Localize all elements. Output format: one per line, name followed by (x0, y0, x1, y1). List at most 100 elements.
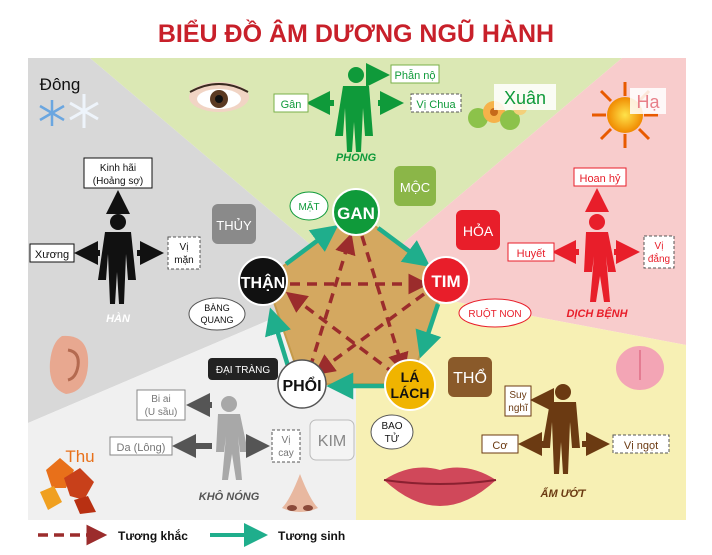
tissue-label-fire: Huyết (517, 248, 546, 260)
eye-icon (189, 82, 249, 112)
element-label-fire: HỎA (463, 222, 494, 239)
emotion-label-fire-box (573, 167, 627, 187)
earth-person-icon (542, 384, 580, 474)
emotion-label-earth-1: Suy (509, 390, 526, 401)
emotion-label-metal-box (136, 389, 186, 421)
season-label-fire: Hạ (636, 92, 660, 112)
climate-label-metal: KHÔ NÓNG (199, 490, 260, 503)
taste-label-water-1: Vị (180, 242, 189, 253)
organ-label-la-lach-1: LÁ (401, 369, 420, 385)
season-label-fire-box (630, 88, 666, 114)
fire-person-icon (584, 214, 616, 302)
climate-label-water: HÀN (106, 312, 131, 325)
emotion-label-wood: Phẫn nộ (395, 69, 436, 82)
element-block-earth (448, 357, 492, 397)
emotion-label-water-box (83, 157, 153, 189)
partner-label-water-2: QUANG (200, 315, 233, 325)
control-arrow-phoi-gan (308, 232, 356, 369)
tissue-label-wood: Gân (281, 99, 302, 111)
partner-label-fire: RUỘT NON (468, 307, 521, 320)
control-cycle (285, 232, 430, 376)
taste-label-fire-box (643, 235, 675, 269)
lips-icon (383, 467, 497, 506)
climate-label-fire: DỊCH BỆNH (566, 307, 628, 320)
season-label-water: Đông (40, 75, 81, 94)
water-person-icon (98, 214, 136, 304)
generate-cycle (265, 224, 442, 400)
element-block-water (212, 204, 256, 244)
partner-label-metal: ĐẠI TRÀNG (216, 363, 270, 376)
organ-node-phoi (277, 359, 327, 409)
generate-arrow-phoi-than (265, 307, 291, 367)
emotion-label-water-2: (Hoảng sợ) (93, 176, 143, 187)
tissue-label-water: Xương (35, 249, 69, 261)
organ-label-than: THẬN (241, 273, 285, 292)
taste-label-earth: Vị ngọt (624, 440, 658, 452)
tissue-label-water-box (29, 243, 75, 263)
taste-label-water-2: mặn (174, 255, 193, 266)
fire-section: Hạ Hoan hỷ DỊCH BỆNH Huyết Vị đắng HỎA T… (422, 82, 675, 390)
emotion-label-fire: Hoan hỷ (580, 173, 621, 185)
ear-icon (49, 335, 89, 394)
taste-label-earth-box (612, 434, 670, 454)
partner-box-metal (208, 358, 278, 380)
partner-oval-fire (458, 298, 532, 328)
metal-section: ĐẠI TRÀNG PHỔI Bi ai (U sầu) KHÔ NÓNG Da… (40, 358, 355, 514)
generate-arrow-gan-tim (376, 226, 431, 268)
taste-label-water-box (167, 236, 201, 270)
partner-label-earth-1: BAO (381, 421, 402, 432)
control-arrow-tim-phoi (313, 292, 426, 376)
emotion-label-metal-1: Bi ai (151, 394, 170, 405)
partner-oval-water (188, 297, 246, 331)
tissue-label-wood-box (273, 93, 309, 113)
taste-label-wood: Vị Chua (416, 99, 456, 111)
water-section: Đông Kinh hãi (Hoảng sợ) HÀN Xương Vị mặ… (29, 75, 288, 394)
page-title: BIỂU ĐỒ ÂM DƯƠNG NGŨ HÀNH (158, 18, 554, 48)
partner-oval-earth (370, 414, 414, 450)
element-block-wood (394, 166, 436, 206)
tissue-label-earth: Cơ (492, 440, 507, 452)
tongue-icon (616, 346, 664, 390)
organ-label-phoi: PHỔI (282, 376, 321, 395)
sense-oval-wood (289, 191, 329, 221)
emotion-label-metal-2: (U sầu) (145, 406, 178, 418)
taste-label-wood-box (410, 93, 462, 113)
control-arrow-la-lach-than (285, 291, 397, 376)
taste-label-metal-1: Vị (282, 435, 291, 446)
legend-control-label: Tương khắc (118, 528, 188, 543)
taste-label-metal-box (271, 429, 301, 463)
tissue-label-metal: Da (Lông) (117, 442, 166, 454)
wood-person-icon (335, 67, 373, 152)
partner-label-water-1: BÀNG (204, 303, 230, 313)
climate-label-earth: ẨM ƯỚT (540, 487, 587, 500)
organ-label-tim: TIM (431, 272, 460, 291)
taste-label-metal-2: cay (278, 448, 294, 459)
season-label-wood: Xuân (504, 88, 546, 108)
emotion-label-earth-2: nghĩ (508, 403, 529, 414)
emotion-label-earth-box (504, 385, 532, 417)
nose-icon (282, 474, 318, 512)
autumn-leaves-icon (40, 458, 96, 514)
emotion-label-wood-box (390, 64, 440, 84)
organ-node-la-lach (384, 359, 436, 411)
legend: Tương khắc Tương sinh (38, 523, 345, 547)
element-block-metal (309, 419, 355, 461)
tissue-label-metal-box (109, 436, 173, 456)
control-arrow-gan-la-lach (360, 235, 409, 375)
partner-label-earth-2: TỬ (385, 432, 400, 445)
organ-node-than (238, 256, 288, 306)
taste-label-fire-1: Vị (655, 241, 664, 252)
season-label-metal: Thu (65, 447, 94, 466)
element-label-water: THỦY (216, 218, 252, 233)
climate-label-wood: PHONG (336, 152, 377, 164)
legend-generate-label: Tương sinh (278, 529, 345, 543)
organ-node-tim (422, 256, 470, 304)
snowflake-icon (39, 94, 99, 128)
wood-section: Gân Phẫn nộ Vị Chua PHONG Xuân MỘC MẶT G… (189, 63, 556, 236)
element-label-earth: THỔ (453, 368, 487, 387)
element-label-metal: KIM (318, 433, 346, 450)
organ-label-gan: GAN (337, 204, 375, 223)
generate-arrow-than-gan (284, 224, 339, 266)
